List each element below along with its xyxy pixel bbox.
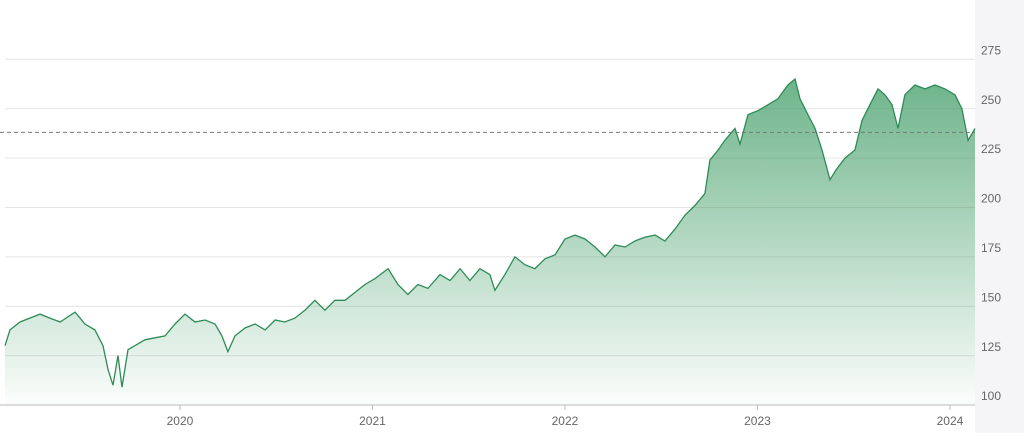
y-tick-label: 250 <box>981 93 1001 107</box>
line <box>4 77 976 388</box>
x-tick-label: 2023 <box>744 414 771 428</box>
y-tick-label: 225 <box>981 142 1001 156</box>
axis-panel <box>975 0 1024 433</box>
y-tick-label: 125 <box>981 340 1001 354</box>
x-tick-label: 2020 <box>167 414 194 428</box>
x-tick-label: 2021 <box>359 414 386 428</box>
x-tick-label: 2024 <box>937 414 964 428</box>
x-tick-label: 2022 <box>552 414 579 428</box>
y-tick-label: 200 <box>981 192 1001 206</box>
area <box>5 79 975 405</box>
y-tick-label: 275 <box>981 43 1001 57</box>
y-tick-label: 150 <box>981 290 1001 304</box>
y-tick-label: 175 <box>981 241 1001 255</box>
y-tick-label: 100 <box>981 389 1001 403</box>
